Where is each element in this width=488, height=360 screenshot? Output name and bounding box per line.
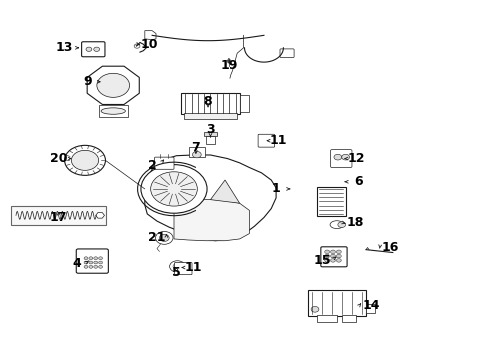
Circle shape (336, 254, 341, 258)
Circle shape (89, 257, 93, 260)
Circle shape (324, 254, 329, 258)
Bar (183, 113, 237, 119)
FancyBboxPatch shape (154, 157, 174, 169)
Circle shape (341, 154, 349, 160)
Circle shape (330, 254, 335, 258)
Circle shape (324, 258, 329, 262)
Text: 13: 13 (56, 41, 73, 54)
Circle shape (169, 261, 185, 272)
Circle shape (150, 172, 197, 206)
Circle shape (141, 165, 206, 213)
Circle shape (94, 47, 100, 51)
Text: 1: 1 (271, 183, 280, 195)
Bar (181, 93, 239, 114)
Circle shape (134, 44, 140, 48)
Circle shape (94, 261, 98, 264)
Circle shape (99, 265, 102, 268)
Circle shape (64, 145, 105, 175)
Circle shape (86, 47, 92, 51)
Circle shape (84, 257, 88, 260)
Text: 14: 14 (362, 298, 379, 311)
FancyBboxPatch shape (76, 249, 108, 273)
Polygon shape (87, 66, 139, 104)
Text: 10: 10 (141, 38, 158, 51)
Circle shape (71, 150, 99, 170)
FancyBboxPatch shape (258, 134, 274, 147)
Text: 7: 7 (191, 141, 200, 154)
Bar (99, 105, 127, 117)
Ellipse shape (337, 222, 345, 228)
Text: 3: 3 (206, 123, 214, 136)
Circle shape (84, 265, 88, 268)
Circle shape (155, 231, 173, 244)
Bar (307, 290, 366, 316)
Text: 12: 12 (347, 152, 365, 165)
FancyBboxPatch shape (174, 262, 192, 275)
Text: 8: 8 (203, 95, 212, 108)
FancyBboxPatch shape (330, 150, 351, 167)
Text: 5: 5 (172, 266, 181, 279)
Text: 11: 11 (184, 261, 202, 274)
Text: 11: 11 (269, 134, 286, 147)
Bar (239, 95, 249, 112)
Bar (341, 315, 356, 322)
Text: 20: 20 (50, 152, 67, 165)
Text: 2: 2 (147, 159, 156, 172)
Circle shape (324, 250, 329, 253)
Circle shape (89, 265, 93, 268)
Ellipse shape (329, 221, 343, 229)
Bar (189, 148, 204, 157)
Text: 16: 16 (381, 241, 398, 255)
Text: 9: 9 (83, 75, 92, 88)
Polygon shape (210, 180, 239, 203)
Circle shape (173, 263, 182, 270)
Circle shape (159, 234, 169, 242)
Circle shape (94, 257, 98, 260)
Bar (317, 187, 345, 216)
Text: 4: 4 (72, 257, 81, 270)
Bar (317, 315, 336, 322)
Bar (205, 136, 215, 144)
FancyBboxPatch shape (280, 49, 293, 58)
Text: 19: 19 (220, 59, 237, 72)
Text: 15: 15 (313, 254, 330, 267)
Circle shape (310, 306, 318, 312)
Circle shape (330, 250, 335, 253)
Bar (366, 304, 374, 313)
FancyBboxPatch shape (320, 247, 346, 267)
Circle shape (333, 154, 341, 160)
Circle shape (84, 261, 88, 264)
Text: 18: 18 (346, 216, 363, 229)
Circle shape (336, 258, 341, 262)
Polygon shape (144, 155, 276, 241)
FancyBboxPatch shape (81, 42, 105, 57)
Circle shape (99, 261, 102, 264)
Text: 21: 21 (148, 231, 165, 244)
Circle shape (99, 257, 102, 260)
Polygon shape (144, 31, 156, 40)
Bar (11, 206, 106, 225)
Bar (203, 132, 217, 136)
Circle shape (97, 73, 129, 97)
Text: 17: 17 (50, 211, 67, 224)
Polygon shape (96, 213, 104, 218)
Polygon shape (174, 200, 249, 241)
Circle shape (94, 265, 98, 268)
Circle shape (330, 258, 335, 262)
Circle shape (192, 152, 201, 158)
Ellipse shape (101, 108, 125, 114)
Circle shape (336, 250, 341, 253)
Text: 6: 6 (354, 175, 362, 188)
Circle shape (89, 261, 93, 264)
